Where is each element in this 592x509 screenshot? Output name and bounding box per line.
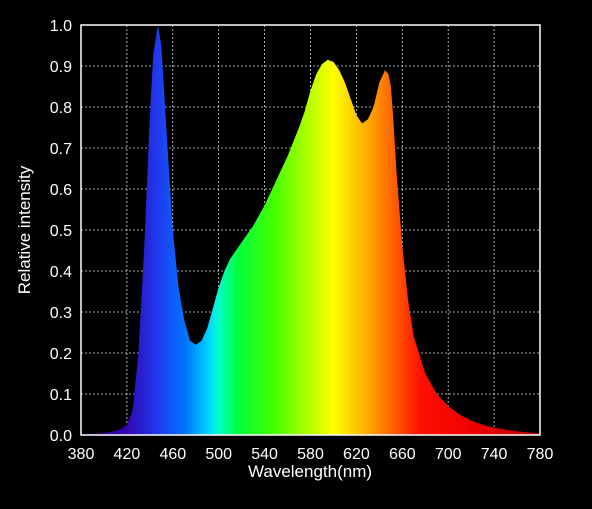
x-tick-label: 500: [205, 446, 232, 463]
x-tick-label: 460: [159, 446, 186, 463]
x-tick-label: 740: [481, 446, 508, 463]
x-tick-label: 660: [389, 446, 416, 463]
x-tick-label: 420: [114, 446, 141, 463]
plot-frame: [80, 24, 541, 436]
y-tick-label: 0.1: [50, 387, 72, 404]
y-tick-label: 0.2: [50, 346, 72, 363]
y-tick-label: 0.7: [50, 141, 72, 158]
y-tick-labels: 0.0 0.1 0.2 0.3 0.4 0.5 0.6 0.7 0.8 0.9 1.0: [50, 18, 72, 445]
y-tick-label: 0.4: [50, 264, 72, 281]
y-tick-label: 0.6: [50, 182, 72, 199]
x-tick-label: 780: [527, 446, 554, 463]
x-axis-title: Wavelength(nm): [248, 462, 372, 481]
y-tick-label: 0.5: [50, 223, 72, 240]
y-axis-title: Relative intensity: [15, 165, 34, 294]
x-tick-label: 580: [297, 446, 324, 463]
x-tick-label: 700: [435, 446, 462, 463]
spectrum-area: [81, 25, 540, 435]
x-tick-labels: 380 420 460 500 540 580 620 660 700 740 780: [68, 446, 554, 463]
y-tick-label: 0.0: [50, 428, 72, 445]
y-tick-label: 0.8: [50, 100, 72, 117]
y-tick-label: 0.3: [50, 305, 72, 322]
y-tick-label: 1.0: [50, 18, 72, 35]
y-tick-label: 0.9: [50, 59, 72, 76]
x-tick-label: 620: [343, 446, 370, 463]
x-tick-label: 540: [251, 446, 278, 463]
x-tick-label: 380: [68, 446, 95, 463]
